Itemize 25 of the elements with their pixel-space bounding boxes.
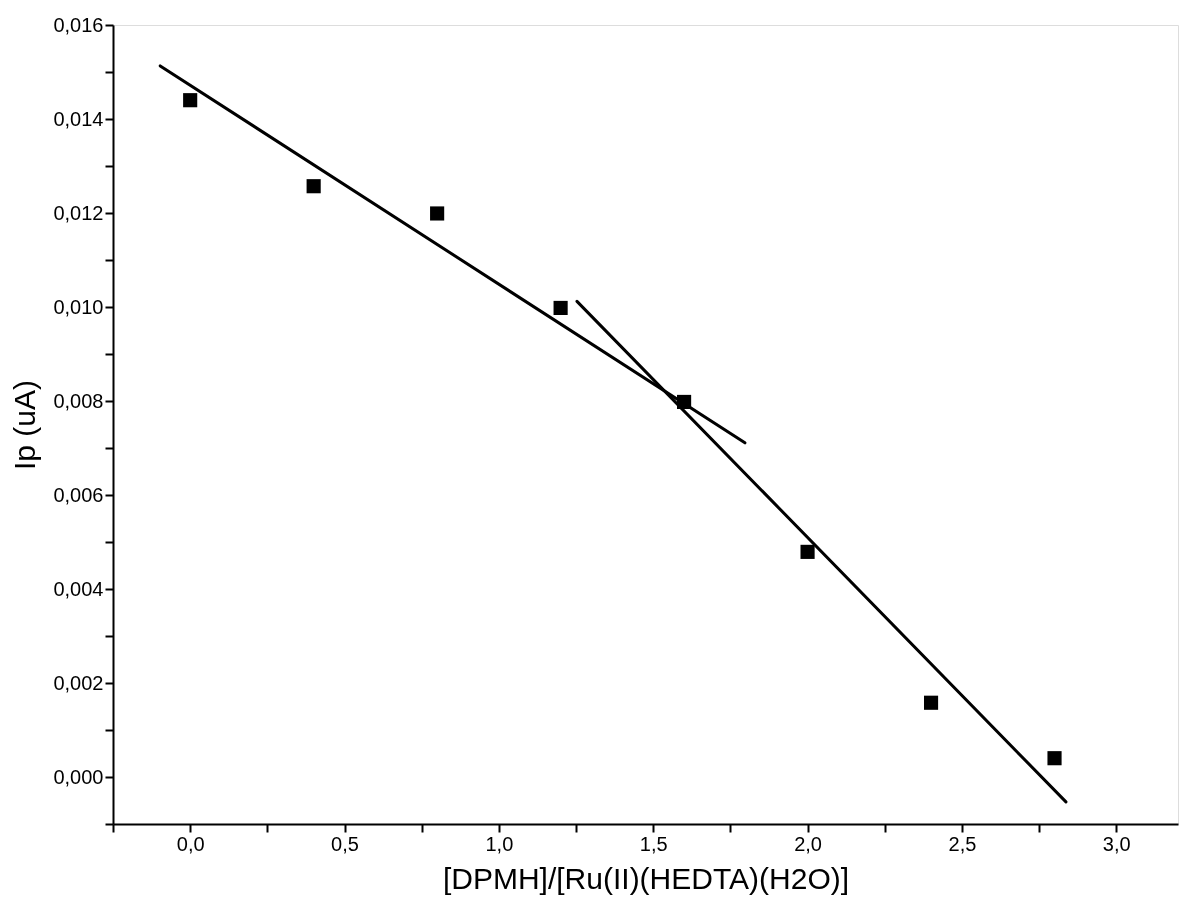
point — [553, 300, 568, 316]
y-tick-label: 0,014 — [53, 107, 104, 130]
x-tick-label: 1,5 — [639, 832, 668, 855]
x-tick-label: 3,0 — [1102, 832, 1131, 855]
point — [800, 544, 815, 559]
x-tick-label: 2,5 — [948, 832, 977, 855]
y-tick-label: 0,002 — [53, 671, 104, 694]
x-axis-title: [DPMH]/[Ru(II)(HEDTA)(H2O)] — [442, 861, 850, 895]
y-axis-title: Ip (uA) — [8, 379, 42, 471]
y-tick-label: 0,000 — [53, 765, 104, 788]
point — [1047, 751, 1062, 766]
y-tick-label: 0,004 — [53, 577, 104, 600]
x-tick-label: 0,5 — [331, 832, 359, 855]
x-tick-label: 1,0 — [485, 832, 514, 855]
y-tick-label: 0,012 — [53, 201, 104, 224]
y-tick-label: 0,008 — [53, 389, 104, 412]
point — [183, 93, 198, 108]
point — [430, 206, 445, 221]
y-tick-label: 0,006 — [53, 483, 104, 506]
y-tick-label: 0,010 — [53, 295, 104, 318]
x-tick-label: 0,0 — [176, 832, 205, 855]
y-tick-label: 0,016 — [53, 13, 104, 36]
point — [306, 179, 321, 194]
point — [923, 695, 939, 710]
x-tick-label: 2,0 — [794, 832, 822, 855]
